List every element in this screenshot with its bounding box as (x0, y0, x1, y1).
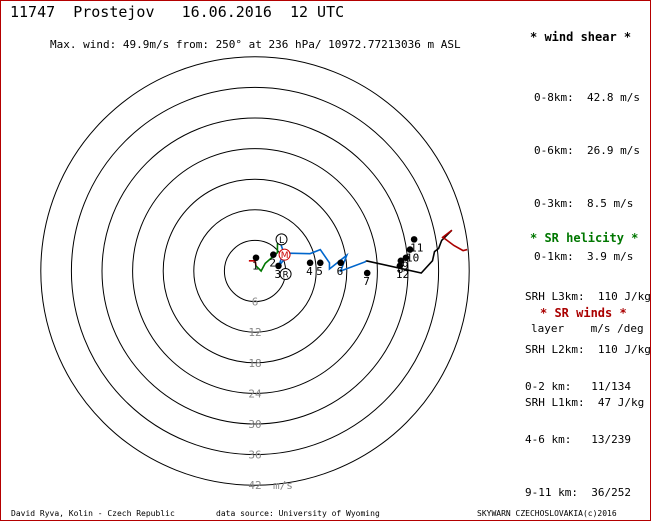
storm-motion-label: L (279, 236, 284, 246)
sr-winds-row: 4-6 km: 13/239 (525, 432, 631, 447)
height-marker-label: 2 (269, 257, 276, 270)
sr-winds-col-units: m/s /deg (590, 322, 644, 335)
height-marker-label: 5 (316, 265, 323, 278)
max-wind-line: Max. wind: 49.9m/s from: 250° at 236 hPa… (50, 38, 461, 51)
range-ring (193, 209, 317, 333)
wind-shear-row: 0-6km: 26.9 m/s (534, 143, 640, 158)
sr-helicity-row: SRH L1km: 47 J/kg (525, 395, 650, 410)
sr-winds-header: layer m/s /deg (531, 321, 644, 336)
ring-label: 6 (252, 296, 259, 309)
height-marker-dot (252, 254, 260, 262)
ring-label: 12 (248, 326, 261, 339)
range-ring (101, 117, 409, 425)
sr-helicity-table: SRH L3km: 110 J/kg SRH L2km: 110 J/kg SR… (525, 251, 651, 448)
range-ring (162, 178, 348, 364)
height-marker-label: 7 (363, 275, 370, 288)
storm-motion-label: M (281, 251, 289, 261)
height-marker-dot (397, 257, 405, 265)
height-marker-dot (406, 246, 414, 253)
range-rings (40, 56, 470, 486)
chart-title: 11747 Prostejov 16.06.2016 12 UTC (10, 3, 345, 21)
height-marker-dot (396, 262, 404, 270)
ring-labels: 6 12 18 24 30 36 42 m/s (248, 296, 293, 493)
height-marker-dot (402, 254, 410, 262)
ring-label: 18 (248, 357, 261, 370)
storm-motion-circle (279, 268, 292, 281)
storm-motion-circle (278, 248, 291, 261)
storm-motion-markers: LMR (275, 233, 292, 281)
height-marker-dot (410, 236, 418, 243)
sr-winds-layer: 4-6 km: (525, 433, 572, 446)
footer-credit: SKYWARN CZECHOSLOVAKIA(c)2016 (477, 509, 617, 518)
sr-winds-value: 36/252 (591, 486, 631, 499)
hodograph-trace (441, 229, 468, 252)
height-marker-label: 9 (402, 260, 409, 273)
wind-shear-value: 8.5 m/s (587, 197, 634, 210)
height-marker-dot (275, 262, 282, 270)
wind-shear-table: 0-8km: 42.8 m/s 0-6km: 26.9 m/s 0-3km: 8… (534, 52, 640, 302)
range-ring (70, 86, 440, 456)
wind-shear-label: 0-6km: (534, 144, 574, 157)
unit-label: m/s (273, 479, 293, 492)
hodograph-trace (366, 229, 453, 274)
height-marker-label: 11 (410, 241, 423, 254)
wind-shear-label: 0-1km: (534, 250, 574, 263)
height-marker-label: 4 (306, 265, 313, 278)
storm-motion-circle (275, 233, 288, 246)
sr-winds-col-layer: layer (531, 322, 565, 335)
sr-helicity-label: SRH L3km: (525, 290, 585, 303)
range-ring (132, 148, 378, 394)
wind-shear-label: 0-3km: (534, 197, 574, 210)
storm-motion-label: R (282, 271, 288, 281)
hodograph-traces (248, 229, 468, 274)
height-marker-dot (316, 259, 324, 267)
sr-helicity-value: 47 J/kg (597, 396, 645, 409)
sr-helicity-row: SRH L2km: 110 J/kg (525, 342, 651, 357)
sr-winds-value: 13/239 (591, 433, 631, 446)
sr-winds-layer: 9-11 km: (525, 486, 578, 499)
ring-label: 30 (248, 418, 261, 431)
height-marker-dot (337, 259, 344, 267)
sr-helicity-value: 110 J/kg (597, 290, 651, 303)
ring-label: 42 (248, 479, 261, 492)
wind-shear-value: 26.9 m/s (587, 144, 640, 157)
sr-helicity-label: SRH L1km: (525, 396, 585, 409)
wind-shear-row: 0-1km: 3.9 m/s (534, 249, 640, 264)
wind-shear-row: 0-3km: 8.5 m/s (534, 196, 640, 211)
sr-winds-title: * SR winds * (540, 306, 627, 320)
sr-helicity-label: SRH L2km: (525, 343, 585, 356)
sr-winds-layer: 0-2 km: (525, 380, 572, 393)
range-ring (40, 56, 470, 486)
wind-shear-value: 42.8 m/s (587, 91, 640, 104)
sr-helicity-row: SRH L3km: 110 J/kg (525, 289, 651, 304)
wind-shear-title: * wind shear * (530, 30, 632, 44)
sr-helicity-value: 110 J/kg (597, 343, 651, 356)
height-marker-dot (270, 251, 277, 258)
ring-label: 36 (248, 449, 261, 462)
sr-winds-row: 9-11 km: 36/252 (525, 485, 631, 500)
sr-helicity-title: * SR helicity * (530, 231, 639, 245)
ring-label: 24 (248, 387, 262, 400)
footer-author: David Ryva, Kolin - Czech Republic (11, 509, 175, 518)
sr-winds-row: 0-2 km: 11/134 (525, 379, 631, 394)
height-marker-label: 1 (252, 260, 259, 273)
height-marker-label: 8 (397, 263, 404, 276)
wind-shear-label: 0-8km: (534, 91, 574, 104)
height-marker-dot (363, 269, 371, 277)
height-marker-dot (306, 259, 314, 267)
footer-source: data source: University of Wyoming (216, 509, 380, 518)
height-marker-label: 10 (406, 252, 419, 265)
sr-winds-table: 0-2 km: 11/134 4-6 km: 13/239 9-11 km: 3… (525, 341, 631, 520)
height-marker-label: 3 (274, 268, 281, 281)
wind-shear-row: 0-8km: 42.8 m/s (534, 90, 640, 105)
height-marker-label: 6 (337, 265, 344, 278)
sr-winds-value: 11/134 (591, 380, 631, 393)
height-marker-label: 12 (396, 268, 409, 281)
wind-shear-value: 3.9 m/s (587, 250, 634, 263)
